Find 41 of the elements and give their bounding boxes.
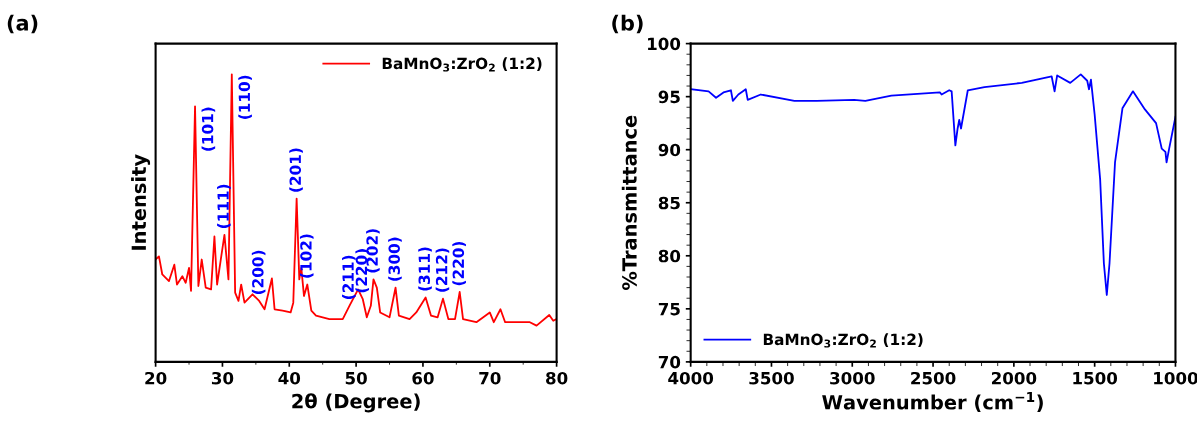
y-tick-label: 70 <box>658 355 681 369</box>
x-tick-label: 30 <box>211 371 234 385</box>
annotation: (200) <box>251 250 266 295</box>
x-tick-label: 2000 <box>991 371 1037 385</box>
y-tick-label: 80 <box>658 249 681 263</box>
text: (a) <box>7 14 38 34</box>
annotation: (220) <box>452 241 466 286</box>
annotation: (101) <box>201 107 216 151</box>
annotation: (111) <box>217 184 231 228</box>
x-tick-label: 50 <box>345 371 367 385</box>
y-tick-label: 90 <box>658 143 681 157</box>
y-axis-title: %Transmittance <box>621 115 637 291</box>
y-axis-title: Intensity <box>131 154 151 250</box>
text: (b) <box>612 14 643 34</box>
x-tick-label: 1500 <box>1073 371 1118 385</box>
x-tick-label: 1000 <box>1154 371 1197 385</box>
x-tick-label: 3500 <box>749 371 794 385</box>
x-tick-label: 4000 <box>668 371 714 385</box>
x-tick-label: 20 <box>145 371 167 385</box>
x-axis-title: 2θ (Degree) <box>292 393 420 413</box>
y-tick-label: 95 <box>658 90 680 104</box>
legend-label: BaMnO$_{3}$:ZrO$_{2}$ (1:2) <box>763 333 923 348</box>
annotation: (201) <box>289 148 303 192</box>
x-tick-label: 70 <box>479 371 501 385</box>
y-tick-label: 100 <box>648 37 681 51</box>
x-tick-label: 80 <box>546 371 568 385</box>
x-axis-title: Wavenumber (cm$^{−1}$) <box>822 391 1043 412</box>
y-tick-label: 85 <box>658 196 680 210</box>
x-tick-label: 2500 <box>911 371 956 385</box>
line-series <box>690 73 1176 296</box>
annotation: (102) <box>299 234 314 278</box>
y-tick-label: 75 <box>658 303 680 316</box>
x-tick-label: 40 <box>278 371 301 385</box>
legend-label: BaMnO$_{3}$:ZrO$_{2}$ (1:2) <box>382 57 542 72</box>
x-tick-label: 3000 <box>830 371 875 385</box>
annotation: (311) <box>418 247 432 291</box>
annotation: (212) <box>435 248 450 292</box>
x-tick-label: 60 <box>412 371 434 385</box>
annotation: (300) <box>388 237 402 281</box>
annotation: (110) <box>238 75 252 119</box>
annotation: (211) <box>342 255 356 299</box>
